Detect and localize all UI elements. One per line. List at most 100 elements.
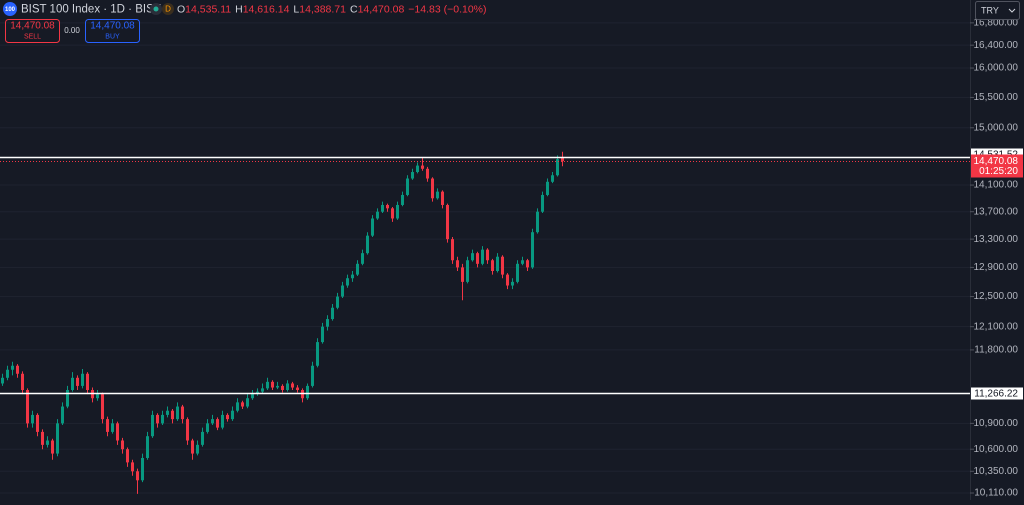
- candle-body: [511, 281, 514, 286]
- candle-body: [426, 168, 429, 179]
- candle-body: [406, 178, 409, 195]
- candle-body: [346, 278, 349, 286]
- market-dot: [153, 6, 159, 12]
- sell-label: SELL: [24, 33, 41, 40]
- candle-body: [211, 419, 214, 424]
- candle-body: [1, 377, 4, 384]
- candle-body: [271, 381, 274, 388]
- status-d: D: [165, 5, 171, 14]
- last-price-bg: [971, 154, 1023, 178]
- candle-body: [421, 165, 424, 169]
- buy-button[interactable]: [85, 19, 140, 43]
- sell-price: 14,470.08: [10, 21, 55, 32]
- candle-body: [81, 373, 84, 386]
- y-tick-label: 11,800.00: [974, 345, 1018, 356]
- candle-body: [316, 342, 319, 366]
- candle-body: [491, 260, 494, 271]
- y-tick-label: 10,110.00: [974, 488, 1018, 499]
- y-tick-label: 13,300.00: [974, 234, 1019, 245]
- candle-body: [401, 194, 404, 205]
- candle-body: [531, 232, 534, 268]
- symbol-badge[interactable]: [3, 2, 17, 16]
- candle-body: [541, 194, 544, 212]
- candle-body: [101, 394, 104, 420]
- candle-body: [166, 410, 169, 415]
- sell-button[interactable]: [5, 19, 60, 43]
- currency-button[interactable]: [975, 1, 1020, 20]
- candle-body: [171, 410, 174, 420]
- ohlc-value: 14,388.71: [299, 3, 346, 15]
- candle-body: [21, 373, 24, 390]
- candle-body: [551, 175, 554, 182]
- candle-body: [161, 414, 164, 424]
- candle-body: [416, 165, 419, 173]
- candle-body: [391, 208, 394, 219]
- candle-body: [246, 398, 249, 407]
- price-line-label-bg: [971, 387, 1023, 400]
- candle-body: [556, 159, 559, 176]
- candle-body: [471, 253, 474, 261]
- candle-body: [291, 383, 294, 388]
- candle-body: [31, 414, 34, 424]
- candle-body: [361, 253, 364, 264]
- ohlc-key: C: [350, 3, 358, 15]
- candle-body: [451, 239, 454, 261]
- candle-body: [196, 444, 199, 454]
- last-price-countdown: 01:25:20: [979, 166, 1018, 177]
- candle-body: [366, 235, 369, 254]
- candle-body: [71, 377, 74, 390]
- candle-body: [436, 191, 439, 199]
- y-tick-label: 16,800.00: [974, 18, 1019, 29]
- candle-body: [501, 256, 504, 275]
- ohlc-value: 14,616.14: [243, 3, 290, 15]
- candles: [1, 151, 564, 494]
- ohlc-legend: O 14,535.11 H 14,616.14 L 14,388.71 C 14,470.08…: [177, 3, 487, 15]
- status-d-bg: [162, 3, 174, 15]
- spread: 0.00: [64, 26, 80, 35]
- candle-body: [186, 419, 189, 441]
- candle-body: [341, 285, 344, 297]
- candle-body: [236, 402, 239, 411]
- y-tick-label: 16,000.00: [974, 63, 1019, 74]
- candle-body: [351, 274, 354, 279]
- ohlc-value: 14,535.11: [185, 3, 231, 15]
- change: −14.83 (−0.10%): [408, 3, 486, 15]
- candle-body: [286, 383, 289, 390]
- candle-body: [36, 414, 39, 432]
- buy-label: BUY: [105, 33, 120, 40]
- candle-body: [191, 440, 194, 454]
- last-price-label: 14,470.08: [974, 156, 1019, 167]
- candle-body: [431, 178, 434, 199]
- candle-body: [446, 204, 449, 240]
- candle-body: [41, 431, 44, 445]
- candle-body: [506, 274, 509, 286]
- y-tick-label: 10,350.00: [974, 466, 1019, 477]
- candle-body: [526, 260, 529, 268]
- candle-body: [546, 181, 549, 195]
- candle-body: [266, 381, 269, 389]
- candle-body: [206, 423, 209, 432]
- candle-body: [221, 414, 224, 428]
- candle-body: [496, 256, 499, 271]
- candle-body: [441, 191, 444, 205]
- candle-body: [326, 319, 329, 327]
- y-tick-label: 12,100.00: [974, 321, 1019, 332]
- candle-body: [331, 307, 334, 320]
- candle-body: [356, 263, 359, 275]
- candle-body: [16, 365, 19, 374]
- y-tick-label: 15,500.00: [974, 92, 1019, 103]
- candle-body: [201, 431, 204, 445]
- y-tick-label: 14,100.00: [974, 180, 1019, 191]
- candle-body: [136, 471, 139, 481]
- candle-body: [336, 296, 339, 308]
- candle-body: [111, 423, 114, 432]
- candle-body: [381, 204, 384, 212]
- currency: TRY: [981, 5, 999, 15]
- y-tick-label: 12,500.00: [974, 291, 1019, 302]
- candle-body: [26, 389, 29, 424]
- candle-body: [466, 260, 469, 282]
- symbol-title[interactable]: BIST 100 Index · 1D · BIST: [21, 4, 161, 16]
- candle-body: [486, 249, 489, 261]
- candle-body: [121, 440, 124, 450]
